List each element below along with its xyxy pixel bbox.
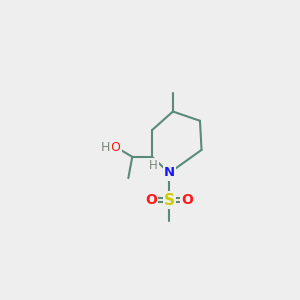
Text: O: O xyxy=(181,193,193,207)
Text: H: H xyxy=(149,159,158,172)
Text: S: S xyxy=(164,193,175,208)
Text: O: O xyxy=(111,141,121,154)
Text: N: N xyxy=(164,167,175,179)
Text: H: H xyxy=(101,141,111,154)
Text: O: O xyxy=(146,193,158,207)
